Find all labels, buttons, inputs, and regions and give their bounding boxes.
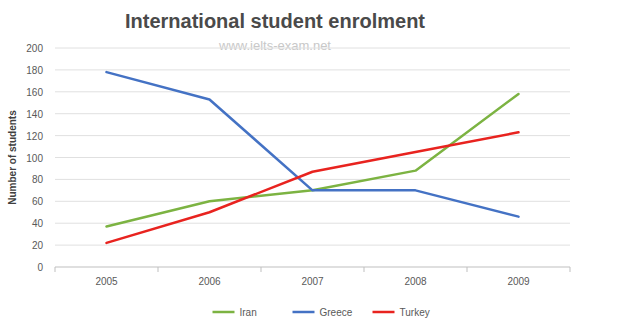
grid-line bbox=[55, 48, 570, 49]
y-tick-label: 80 bbox=[32, 174, 44, 185]
legend-swatch bbox=[293, 311, 315, 314]
x-tick bbox=[570, 267, 571, 272]
y-tick-label: 200 bbox=[26, 43, 43, 54]
subtitle: www.ielts-exam.net bbox=[218, 38, 331, 53]
y-tick-label: 180 bbox=[26, 65, 43, 76]
legend-label: Turkey bbox=[400, 307, 430, 318]
y-tick-label: 120 bbox=[26, 131, 43, 142]
y-tick-label: 100 bbox=[26, 153, 43, 164]
y-axis-label: Number of students bbox=[7, 110, 18, 205]
x-tick-label: 2006 bbox=[198, 276, 221, 287]
grid-line bbox=[55, 135, 570, 136]
y-tick-label: 140 bbox=[26, 109, 43, 120]
plot-area bbox=[107, 72, 519, 243]
grid-line bbox=[55, 91, 570, 92]
x-tick bbox=[55, 267, 56, 272]
x-tick bbox=[158, 267, 159, 272]
x-tick-label: 2005 bbox=[95, 276, 118, 287]
legend-label: Iran bbox=[240, 307, 257, 318]
title: International student enrolment bbox=[125, 10, 425, 32]
y-tick-label: 20 bbox=[32, 240, 44, 251]
grid-line bbox=[55, 245, 570, 246]
grid-line bbox=[55, 69, 570, 70]
grid-line bbox=[55, 223, 570, 224]
series-line bbox=[107, 94, 519, 226]
y-tick-label: 160 bbox=[26, 87, 43, 98]
grid-line bbox=[55, 201, 570, 202]
x-tick-label: 2008 bbox=[404, 276, 427, 287]
y-tick-label: 40 bbox=[32, 218, 44, 229]
grid-line bbox=[55, 267, 570, 268]
legend-swatch bbox=[213, 311, 235, 314]
y-tick-label: 0 bbox=[37, 262, 43, 273]
grid-line bbox=[55, 179, 570, 180]
grid-line bbox=[55, 157, 570, 158]
legend-swatch bbox=[373, 311, 395, 314]
legend-label: Greece bbox=[320, 307, 353, 318]
x-tick bbox=[364, 267, 365, 272]
legend: Iran Greece Turkey bbox=[213, 307, 430, 318]
series-line bbox=[107, 132, 519, 243]
chart: International student enrolment www.ielts… bbox=[0, 0, 640, 335]
x-tick-label: 2009 bbox=[507, 276, 530, 287]
x-tick bbox=[261, 267, 262, 272]
x-tick bbox=[467, 267, 468, 272]
background bbox=[0, 0, 640, 335]
x-tick-label: 2007 bbox=[301, 276, 324, 287]
y-tick-label: 60 bbox=[32, 196, 44, 207]
